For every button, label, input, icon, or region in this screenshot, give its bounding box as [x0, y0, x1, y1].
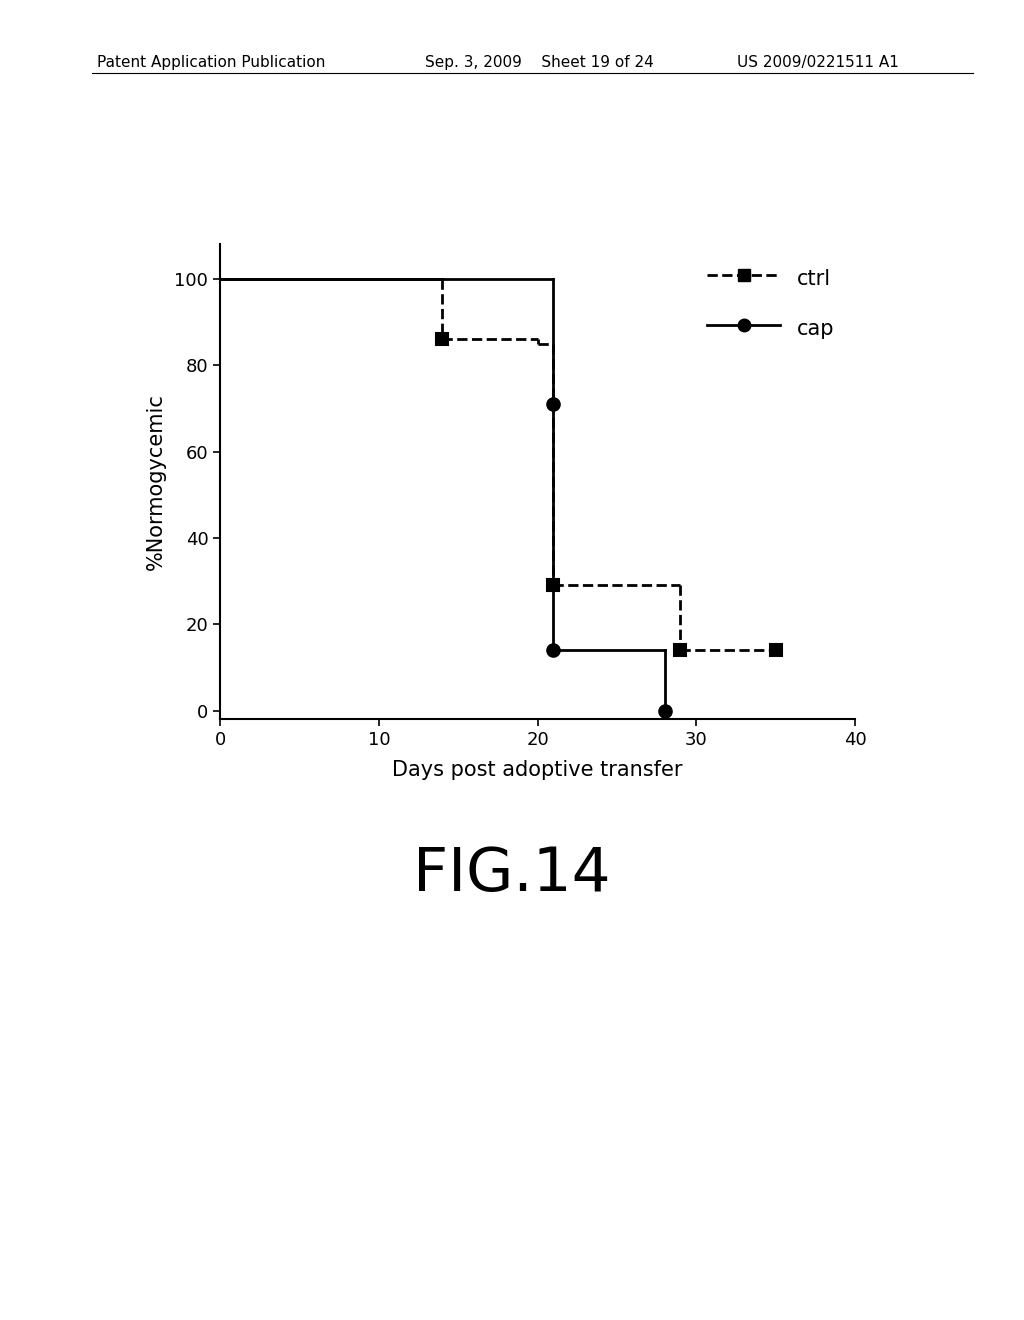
Legend: ctrl, cap: ctrl, cap: [696, 255, 845, 351]
X-axis label: Days post adoptive transfer: Days post adoptive transfer: [392, 760, 683, 780]
Text: FIG.14: FIG.14: [414, 845, 610, 904]
Y-axis label: %Normogycemic: %Normogycemic: [146, 393, 166, 570]
Text: US 2009/0221511 A1: US 2009/0221511 A1: [737, 55, 899, 70]
Text: Patent Application Publication: Patent Application Publication: [97, 55, 326, 70]
Text: Sep. 3, 2009    Sheet 19 of 24: Sep. 3, 2009 Sheet 19 of 24: [425, 55, 653, 70]
